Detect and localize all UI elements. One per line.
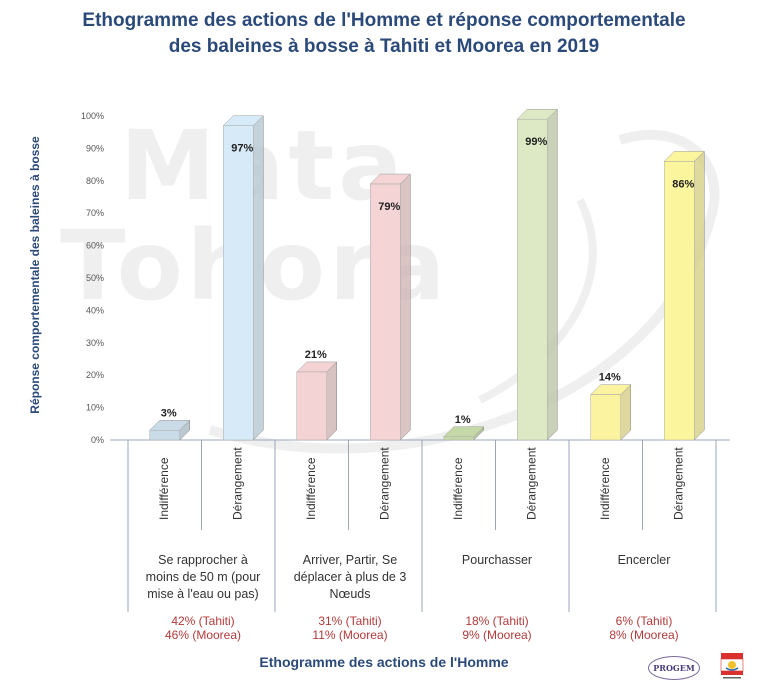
y-tick-label: 100% xyxy=(81,111,104,121)
sub-category-label: Dérangement xyxy=(524,447,538,520)
bar xyxy=(664,161,695,441)
tahiti-frequency: 31% (Tahiti) xyxy=(318,614,382,628)
moorea-frequency: 8% (Moorea) xyxy=(609,628,679,642)
y-tick-label: 60% xyxy=(86,241,104,251)
data-label: 21% xyxy=(305,349,327,361)
category-label-line: moins de 50 m (pour xyxy=(145,570,261,584)
sub-category-label: Indifférence xyxy=(157,457,171,520)
category-label: Encercler xyxy=(569,552,719,569)
sub-category-label: Indifférence xyxy=(304,457,318,520)
bar-side-face xyxy=(694,150,705,441)
data-label: 99% xyxy=(525,136,547,148)
sub-category-label: Dérangement xyxy=(377,447,391,520)
category-label-line: Nœuds xyxy=(329,587,371,601)
category-label-line: déplacer à plus de 3 xyxy=(293,570,407,584)
bar xyxy=(590,394,621,441)
tahiti-frequency: 18% (Tahiti) xyxy=(465,614,529,628)
bar-side-face xyxy=(400,173,411,441)
frequency-stat: 31% (Tahiti) 11% (Moorea) xyxy=(275,614,425,642)
y-tick-label: 20% xyxy=(86,370,104,380)
x-axis-label: Ethogramme des actions de l'Homme xyxy=(259,654,509,670)
category-label-line: Pourchasser xyxy=(461,553,533,567)
bar-side-face xyxy=(547,108,558,441)
category-label: Arriver, Partir, Se déplacer à plus de 3 N… xyxy=(275,552,425,603)
french-polynesia-emblem xyxy=(720,653,744,679)
bar xyxy=(149,430,180,441)
moorea-frequency: 9% (Moorea) xyxy=(462,628,532,642)
moorea-frequency: 11% (Moorea) xyxy=(312,628,388,642)
chart-title-line-1: Ethogramme des actions de l'Homme et rép… xyxy=(82,10,686,31)
data-label: 86% xyxy=(672,178,694,190)
frequency-stat: 6% (Tahiti) 8% (Moorea) xyxy=(569,614,719,642)
bar-side-face xyxy=(326,361,337,441)
y-tick-label: 10% xyxy=(86,403,104,413)
category-label-line: mise à l'eau ou pas) xyxy=(147,587,259,601)
sub-category-label: Dérangement xyxy=(671,447,685,520)
tahiti-frequency: 42% (Tahiti) xyxy=(171,614,235,628)
bar-side-face xyxy=(253,115,264,441)
chart-title-line-2: des baleines à bosse à Tahiti et Moorea … xyxy=(168,36,600,57)
y-tick-label: 40% xyxy=(86,305,104,315)
y-tick-label: 30% xyxy=(86,338,104,348)
bar xyxy=(443,436,474,441)
tahiti-frequency: 6% (Tahiti) xyxy=(615,614,673,628)
category-label: Pourchasser xyxy=(422,552,572,569)
sub-category-label: Indifférence xyxy=(598,457,612,520)
category-label-line: Arriver, Partir, Se xyxy=(302,553,398,567)
data-label: 79% xyxy=(378,201,400,213)
y-tick-label: 70% xyxy=(86,208,104,218)
sub-category-label: Indifférence xyxy=(451,457,465,520)
category-label: Se rapprocher à moins de 50 m (pour mise à… xyxy=(128,552,278,603)
chart-title: Ethogramme des actions de l'Homme et rép… xyxy=(0,8,768,60)
frequency-stat: 42% (Tahiti) 46% (Moorea) xyxy=(128,614,278,642)
bar xyxy=(370,183,401,441)
y-tick-label: 90% xyxy=(86,143,104,153)
bar xyxy=(296,371,327,441)
progem-logo-text: PROGEM xyxy=(653,663,695,673)
data-label: 14% xyxy=(599,372,621,384)
bar xyxy=(223,125,254,441)
moorea-frequency: 46% (Moorea) xyxy=(164,628,242,642)
sub-category-label: Dérangement xyxy=(230,447,244,520)
y-tick-label: 0% xyxy=(91,435,104,445)
data-label: 1% xyxy=(455,414,471,426)
y-tick-label: 80% xyxy=(86,176,104,186)
frequency-stat: 18% (Tahiti) 9% (Moorea) xyxy=(422,614,572,642)
data-label: 97% xyxy=(231,143,253,155)
bar xyxy=(517,118,548,441)
data-label: 3% xyxy=(161,407,177,419)
category-label-line: Se rapprocher à xyxy=(158,553,248,567)
category-label-line: Encercler xyxy=(617,553,671,567)
progem-logo: PROGEM xyxy=(648,656,700,680)
y-tick-label: 50% xyxy=(86,273,104,283)
